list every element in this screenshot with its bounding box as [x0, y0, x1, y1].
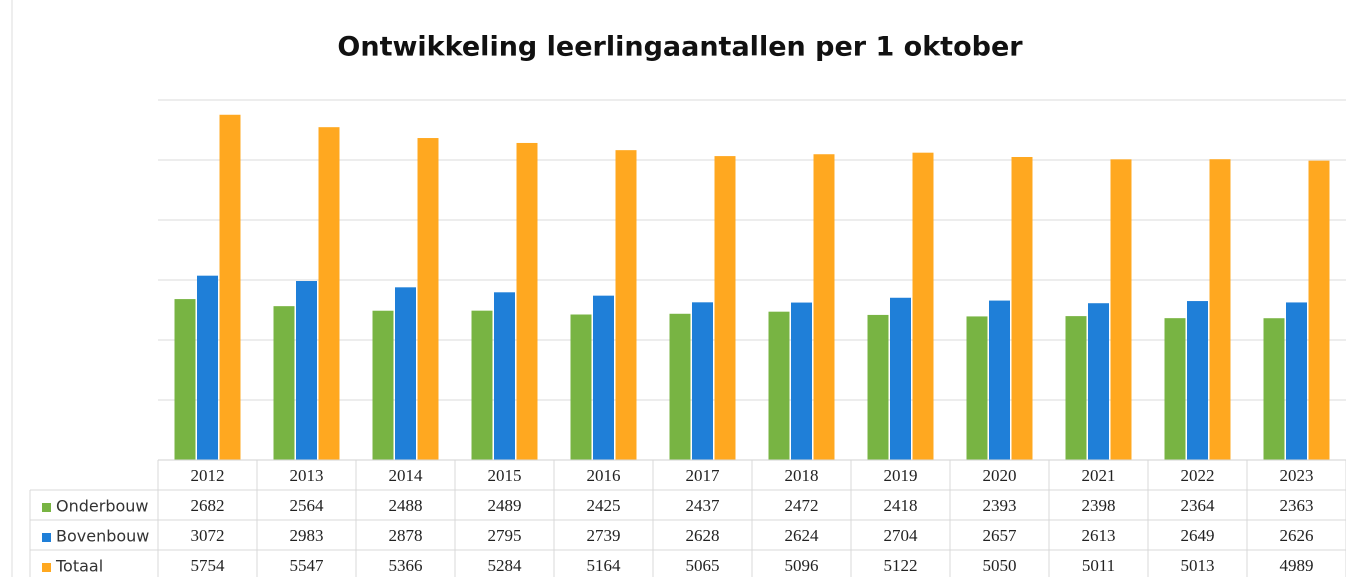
bar — [669, 313, 691, 460]
table-value: 5366 — [389, 556, 423, 575]
x-tick-label: 2023 — [1280, 466, 1314, 485]
bar — [615, 150, 637, 460]
bar — [1164, 318, 1186, 460]
table-value: 2437 — [686, 496, 721, 515]
bar — [417, 138, 439, 461]
table-value: 2878 — [389, 526, 423, 545]
bar — [516, 142, 538, 460]
table-value: 5050 — [983, 556, 1017, 575]
table-value: 2657 — [983, 526, 1018, 545]
table-value: 2489 — [488, 496, 522, 515]
bar — [395, 287, 416, 460]
bar — [1110, 159, 1132, 460]
bar — [692, 302, 713, 460]
table-value: 5096 — [785, 556, 819, 575]
table-value: 5547 — [290, 556, 325, 575]
table-value: 2398 — [1082, 496, 1116, 515]
legend-swatch — [42, 503, 51, 512]
bar — [813, 154, 835, 461]
bar — [1209, 159, 1231, 460]
table-value: 5013 — [1181, 556, 1215, 575]
bar — [318, 127, 340, 461]
table-value: 5754 — [191, 556, 226, 575]
bar — [219, 114, 241, 460]
x-tick-label: 2022 — [1181, 466, 1215, 485]
bar — [1065, 316, 1087, 460]
table-value: 2682 — [191, 496, 225, 515]
table-value: 2613 — [1082, 526, 1116, 545]
bar — [791, 302, 812, 460]
bar — [570, 314, 592, 460]
table-value: 5122 — [884, 556, 918, 575]
table-value: 3072 — [191, 526, 225, 545]
table-value: 2363 — [1280, 496, 1314, 515]
table-value: 2364 — [1181, 496, 1216, 515]
table-value: 4989 — [1280, 556, 1314, 575]
x-tick-label: 2017 — [686, 466, 721, 485]
bar — [296, 281, 317, 460]
bar — [912, 152, 934, 460]
legend-swatch — [42, 563, 51, 572]
bar — [593, 295, 614, 460]
table-value: 2418 — [884, 496, 918, 515]
x-tick-label: 2015 — [488, 466, 522, 485]
table-value: 2628 — [686, 526, 720, 545]
x-tick-label: 2014 — [389, 466, 424, 485]
bar — [197, 275, 218, 460]
x-tick-label: 2020 — [983, 466, 1017, 485]
bar — [471, 310, 493, 460]
bar — [174, 299, 196, 460]
table-value: 2983 — [290, 526, 324, 545]
x-tick-label: 2013 — [290, 466, 324, 485]
table-value: 5011 — [1082, 556, 1115, 575]
bar — [714, 156, 736, 460]
table-value: 5164 — [587, 556, 622, 575]
bar — [1263, 318, 1285, 460]
bar — [966, 316, 988, 460]
legend-label: Bovenbouw — [56, 527, 149, 546]
bar — [1011, 157, 1033, 460]
table-value: 2795 — [488, 526, 522, 545]
x-tick-label: 2019 — [884, 466, 918, 485]
chart-title: Ontwikkeling leerlingaantallen per 1 okt… — [337, 32, 1023, 63]
bar — [372, 310, 394, 460]
bar — [1187, 301, 1208, 460]
bar — [867, 314, 889, 460]
bar — [1286, 302, 1307, 460]
table-value: 2472 — [785, 496, 819, 515]
legend-label: Onderbouw — [56, 497, 148, 516]
bar — [989, 300, 1010, 460]
bar — [768, 311, 790, 460]
bar — [273, 306, 295, 460]
legend-label: Totaal — [55, 557, 103, 576]
bar — [1088, 303, 1109, 460]
x-tick-label: 2021 — [1082, 466, 1116, 485]
table-value: 2393 — [983, 496, 1017, 515]
table-value: 5065 — [686, 556, 720, 575]
bar — [890, 297, 911, 460]
bar — [494, 292, 515, 460]
table-value: 2564 — [290, 496, 325, 515]
x-tick-label: 2012 — [191, 466, 225, 485]
table-value: 2425 — [587, 496, 621, 515]
table-value: 5284 — [488, 556, 523, 575]
table-value: 2624 — [785, 526, 820, 545]
table-value: 2626 — [1280, 526, 1314, 545]
legend-swatch — [42, 533, 51, 542]
x-tick-label: 2016 — [587, 466, 621, 485]
x-tick-label: 2018 — [785, 466, 819, 485]
table-value: 2488 — [389, 496, 423, 515]
table-value: 2649 — [1181, 526, 1215, 545]
bar — [1308, 160, 1330, 460]
table-value: 2739 — [587, 526, 621, 545]
table-value: 2704 — [884, 526, 919, 545]
